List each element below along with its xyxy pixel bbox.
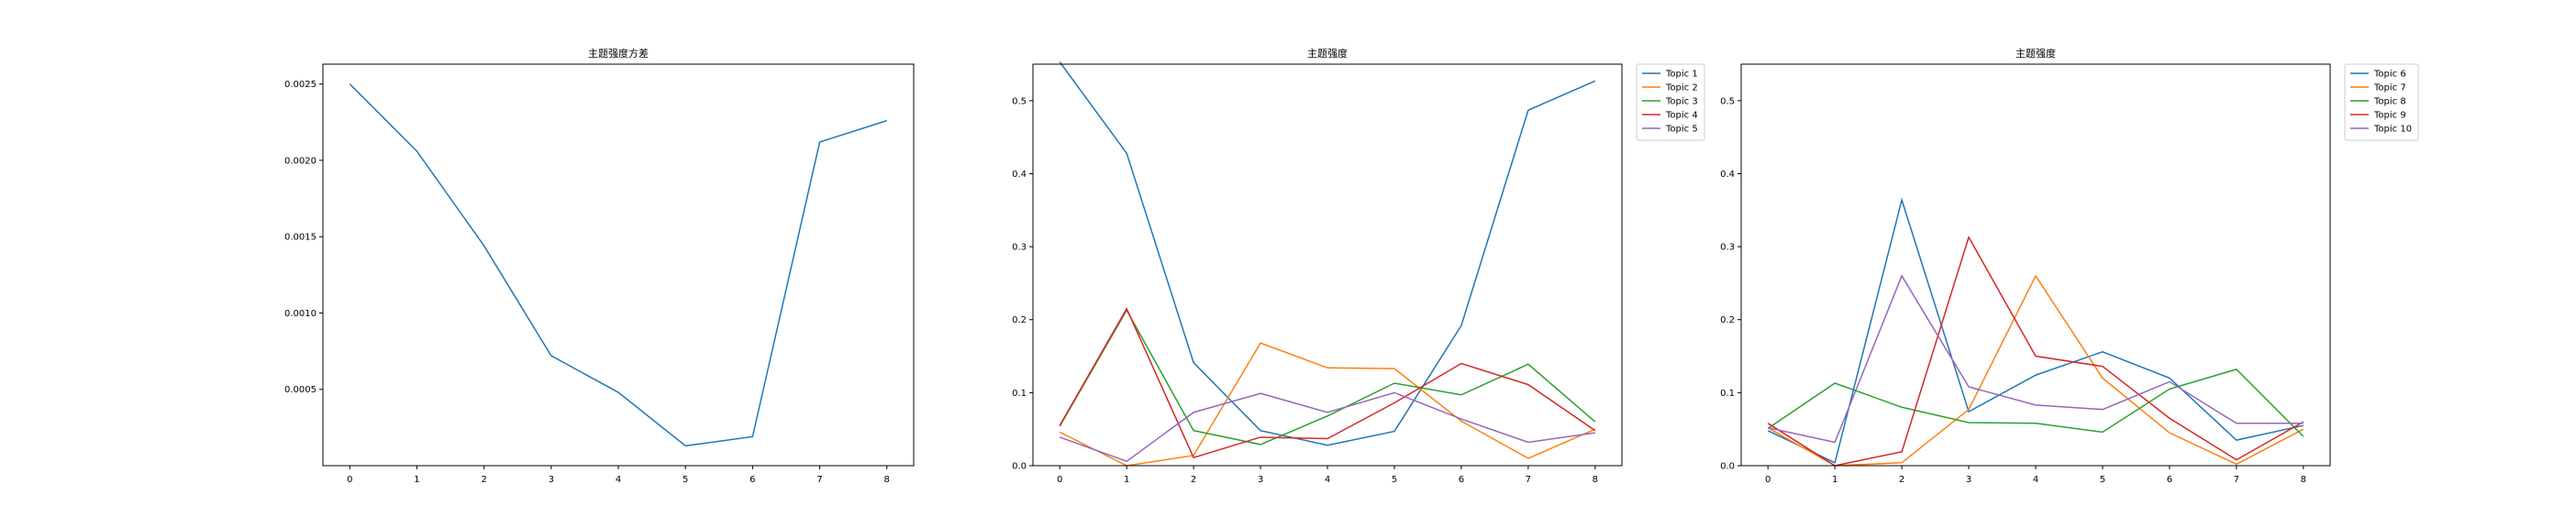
x-tick-label: 2 [1191,475,1196,485]
x-tick-label: 6 [749,475,755,485]
y-tick-label: 0.0 [1012,462,1027,472]
y-tick-label: 0.5 [1012,96,1027,106]
legend-entry-label: Topic 1 [1665,70,1698,80]
x-tick-label: 2 [1899,475,1904,485]
x-tick-label: 6 [2167,475,2172,485]
series-line-topic-10 [1768,274,2304,444]
legend-box [1636,63,1705,141]
y-tick-label: 0.2 [1720,315,1735,325]
y-tick-label: 0.0 [1720,462,1735,472]
legend-entry-label: Topic 7 [2373,83,2406,94]
chart-title: 主题强度方差 [588,47,649,60]
y-tick-label: 0.0025 [284,80,316,90]
legend-box [2344,63,2419,141]
plot-area-frame [322,63,915,467]
legend-entry-label: Topic 8 [2373,97,2406,107]
series-line-topic-9 [1767,235,2304,467]
y-tick-label: 0.1 [1012,389,1027,399]
chart-title: 主题强度 [1307,47,1348,60]
x-tick-label: 5 [683,475,688,485]
series-line-topic-8 [1767,368,2304,437]
x-tick-label: 3 [1966,475,1971,485]
y-tick-label: 0.0005 [284,385,316,395]
y-tick-label: 0.5 [1720,96,1735,106]
x-tick-label: 0 [1057,475,1062,485]
series-line-topic-1 [1059,61,1596,446]
series-line-topic-3 [1059,308,1596,446]
y-tick-label: 0.0010 [284,309,316,319]
legend-entry-label: Topic 10 [2373,125,2412,135]
legend-entry-label: Topic 4 [1665,111,1698,121]
x-tick-label: 2 [481,475,486,485]
x-tick-label: 4 [2033,475,2038,485]
x-tick-label: 3 [549,475,554,485]
x-tick-label: 0 [1765,475,1771,485]
x-tick-label: 3 [1258,475,1263,485]
legend: Topic 6 Topic 7 Topic 8 Topic 9 Topic 10 [2344,63,2419,141]
chart-panel-1: 主题强度方差 0 1 2 3 4 5 6 7 8 0.0005 0.0010 0.0015 0.0020 0… [284,47,915,485]
x-tick-label: 1 [1124,475,1129,485]
series-line-topic-7 [1767,274,2304,467]
legend-entry-label: Topic 9 [2373,111,2406,121]
x-tick-label: 7 [1526,475,1531,485]
x-tick-label: 4 [616,475,621,485]
y-tick-label: 0.1 [1720,389,1735,399]
legend-entry-label: Topic 5 [1665,125,1698,135]
series-line-topic-5 [1059,391,1595,463]
legend-entry-label: Topic 2 [1665,83,1698,94]
legend-entry-label: Topic 3 [1665,97,1698,107]
series-line-topic-2 [1059,342,1596,467]
series-line-1 [349,83,887,447]
legend: Topic 1 Topic 2 Topic 3 Topic 4 Topic 5 [1636,63,1705,141]
x-tick-label: 0 [347,475,352,485]
x-tick-label: 4 [1325,475,1330,485]
y-tick-label: 0.3 [1012,243,1027,253]
x-tick-label: 6 [1459,475,1464,485]
legend-entry-label: Topic 6 [2373,70,2406,80]
series-line-topic-4 [1059,307,1596,459]
y-tick-label: 0.0020 [284,156,316,166]
series-line-topic-6 [1767,197,2304,464]
y-tick-label: 0.0015 [284,233,316,243]
y-tick-label: 0.3 [1720,243,1735,253]
x-tick-label: 5 [2100,475,2105,485]
x-tick-label: 8 [1593,475,1598,485]
x-tick-label: 8 [2301,475,2306,485]
plot-area-frame [1032,63,1623,467]
x-tick-label: 8 [884,475,890,485]
y-tick-label: 0.4 [1720,170,1735,180]
x-tick-label: 7 [816,475,822,485]
x-tick-label: 1 [414,475,419,485]
y-tick-label: 0.2 [1012,315,1027,325]
x-tick-label: 1 [1832,475,1838,485]
y-tick-label: 0.4 [1012,170,1027,180]
x-tick-label: 5 [1392,475,1397,485]
chart-title: 主题强度 [2015,47,2056,60]
x-tick-label: 7 [2234,475,2239,485]
